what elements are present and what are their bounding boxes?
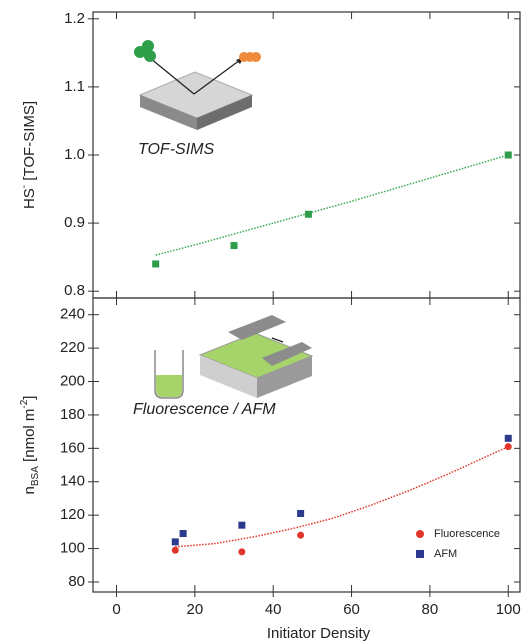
legend-marker [416, 530, 424, 538]
x-tick-label: 0 [112, 601, 120, 618]
data-point [305, 211, 312, 218]
y-tick-label: 1.2 [64, 10, 85, 27]
data-point [180, 530, 187, 537]
y-tick-label: 80 [68, 573, 85, 590]
x-tick-label: 100 [496, 601, 521, 618]
legend-label: Fluorescence [434, 528, 500, 540]
data-point [297, 510, 304, 517]
y-tick-label: 0.8 [64, 282, 85, 299]
data-point [172, 538, 179, 545]
tof-sims-illustration [134, 40, 261, 130]
y-axis-label-part: BSA [30, 466, 41, 486]
y-tick-label: 120 [60, 506, 85, 523]
legend-marker [416, 550, 424, 558]
y-axis-label-part: [TOF-SIMS] [21, 101, 38, 185]
x-tick-label: 20 [187, 601, 204, 618]
y-tick-label: 1.0 [64, 146, 85, 163]
y-tick-label: 240 [60, 306, 85, 323]
y-axis-label: nBSA [nmol m-2] [19, 396, 41, 495]
data-point [297, 532, 304, 539]
y-tick-label: 1.1 [64, 78, 85, 95]
y-axis-label-part: ] [21, 396, 38, 400]
fit-curve [156, 155, 509, 255]
y-axis-label-part: n [21, 486, 38, 494]
data-point [238, 548, 245, 555]
data-point [152, 260, 159, 267]
legend-label: AFM [434, 548, 457, 560]
y-tick-label: 200 [60, 372, 85, 389]
y-axis-label: HS- [TOF-SIMS] [19, 101, 38, 209]
fluorescence-afm-illustration [155, 315, 312, 398]
data-point [505, 435, 512, 442]
x-tick-label: 40 [265, 601, 282, 618]
data-point [172, 547, 179, 554]
x-tick-label: 60 [343, 601, 360, 618]
data-point [505, 443, 512, 450]
y-tick-label: 160 [60, 439, 85, 456]
y-tick-label: 100 [60, 540, 85, 557]
x-axis-label: Initiator Density [267, 625, 371, 642]
y-tick-label: 180 [60, 406, 85, 423]
figure: 0.8 0.9 1.0 1.1 1.2 HS- [TOF-SIMS] TOF-SIMS 80 1… [0, 0, 528, 643]
y-axis-label-part: HS [21, 188, 38, 209]
data-point [505, 152, 512, 159]
y-axis-label-part: [nmol m [21, 409, 38, 467]
annotation: TOF-SIMS [138, 141, 214, 158]
y-tick-label: 0.9 [64, 214, 85, 231]
x-tick-label: 80 [422, 601, 439, 618]
data-point [238, 522, 245, 529]
y-tick-label: 140 [60, 473, 85, 490]
data-point [231, 242, 238, 249]
y-tick-label: 220 [60, 339, 85, 356]
annotation: Fluorescence / AFM [133, 401, 276, 418]
